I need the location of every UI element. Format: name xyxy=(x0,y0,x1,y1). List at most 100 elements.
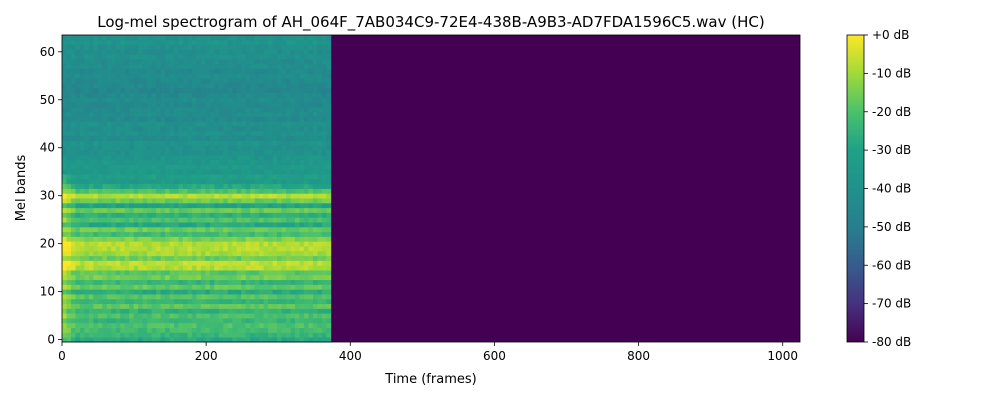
mel-band-50 xyxy=(62,97,332,103)
heatmap-cell xyxy=(294,265,300,271)
heatmap-cell xyxy=(70,327,76,333)
heatmap-cell xyxy=(187,174,193,180)
heatmap-cell xyxy=(312,154,318,161)
heatmap-cell xyxy=(97,154,103,161)
heatmap-cell xyxy=(205,97,211,103)
heatmap-cell xyxy=(281,92,287,98)
heatmap-cell xyxy=(272,337,278,343)
heatmap-cell xyxy=(70,92,76,98)
heatmap-cell xyxy=(115,63,121,69)
heatmap-cell xyxy=(308,106,314,113)
heatmap-cell xyxy=(214,236,220,242)
heatmap-cell xyxy=(223,222,229,228)
heatmap-cell xyxy=(259,188,265,194)
heatmap-cell xyxy=(88,188,94,194)
heatmap-cell xyxy=(156,193,161,199)
heatmap-cell xyxy=(66,87,72,93)
heatmap-cell xyxy=(196,260,202,266)
heatmap-cell xyxy=(106,207,112,213)
heatmap-cell xyxy=(79,130,85,137)
heatmap-cell xyxy=(142,255,148,261)
heatmap-cell xyxy=(182,202,188,209)
heatmap-cell xyxy=(97,73,103,79)
heatmap-cell xyxy=(290,298,296,305)
heatmap-cell xyxy=(290,274,296,281)
heatmap-cell xyxy=(272,318,278,324)
heatmap-cell xyxy=(214,150,220,156)
heatmap-cell xyxy=(321,217,327,223)
heatmap-cell xyxy=(115,73,121,79)
heatmap-cell xyxy=(277,202,282,209)
heatmap-cell xyxy=(236,298,242,305)
heatmap-cell xyxy=(259,284,265,290)
heatmap-cell xyxy=(142,39,148,45)
heatmap-cell xyxy=(281,260,287,266)
heatmap-cell xyxy=(205,284,211,290)
heatmap-cell xyxy=(294,159,300,165)
heatmap-cell xyxy=(129,303,135,309)
heatmap-cell xyxy=(281,217,287,223)
heatmap-cell xyxy=(156,121,161,127)
heatmap-cell xyxy=(303,337,309,343)
heatmap-cell xyxy=(250,97,256,103)
heatmap-cell xyxy=(250,78,256,84)
heatmap-cell xyxy=(303,135,309,141)
heatmap-cell xyxy=(169,111,175,117)
colorbar-tick-label: -70 dB xyxy=(872,297,911,311)
heatmap-cell xyxy=(97,188,103,194)
heatmap-cell xyxy=(75,202,81,209)
heatmap-cell xyxy=(160,322,166,329)
heatmap-cell xyxy=(209,322,215,329)
heatmap-cell xyxy=(169,102,175,108)
heatmap-cell xyxy=(218,73,224,79)
heatmap-cell xyxy=(303,270,309,276)
heatmap-cell xyxy=(263,44,269,50)
heatmap-cell xyxy=(165,298,170,305)
heatmap-cell xyxy=(115,126,121,132)
mel-band-0 xyxy=(62,337,332,343)
heatmap-cell xyxy=(308,255,314,261)
heatmap-cell xyxy=(191,265,197,271)
heatmap-cell xyxy=(218,92,224,98)
heatmap-cell xyxy=(281,87,287,93)
heatmap-cell xyxy=(169,284,175,290)
heatmap-cell xyxy=(102,274,108,281)
heatmap-cell xyxy=(79,183,85,189)
heatmap-cell xyxy=(321,106,327,113)
heatmap-cell xyxy=(102,159,108,165)
heatmap-cell xyxy=(182,154,188,161)
heatmap-cell xyxy=(241,164,247,170)
heatmap-cell xyxy=(151,298,157,305)
mel-band-38 xyxy=(62,154,332,161)
heatmap-cell xyxy=(115,178,121,185)
heatmap-cell xyxy=(205,174,211,180)
heatmap-cell xyxy=(174,289,179,295)
heatmap-cell xyxy=(227,49,233,55)
heatmap-cell xyxy=(178,222,184,228)
heatmap-cell xyxy=(209,73,215,79)
heatmap-cell xyxy=(75,58,81,65)
heatmap-cell xyxy=(75,303,81,309)
heatmap-cell xyxy=(317,73,323,79)
heatmap-cell xyxy=(308,97,314,103)
heatmap-cell xyxy=(102,212,108,218)
heatmap-cell xyxy=(106,284,112,290)
heatmap-cell xyxy=(191,250,197,257)
heatmap-cell xyxy=(272,111,278,117)
heatmap-cell xyxy=(200,68,206,74)
heatmap-cell xyxy=(62,145,67,151)
heatmap-cell xyxy=(66,164,72,170)
heatmap-cell xyxy=(299,73,305,79)
heatmap-cell xyxy=(223,308,229,314)
heatmap-cell xyxy=(62,198,67,204)
heatmap-cell xyxy=(214,337,220,343)
heatmap-cell xyxy=(75,68,81,74)
heatmap-cell xyxy=(272,97,278,103)
colorbar-tick-label: -60 dB xyxy=(872,258,911,272)
heatmap-cell xyxy=(138,217,144,223)
heatmap-cell xyxy=(290,207,296,213)
heatmap-cell xyxy=(124,226,130,233)
heatmap-cell xyxy=(312,274,318,281)
heatmap-cell xyxy=(115,241,121,247)
heatmap-cell xyxy=(312,188,318,194)
